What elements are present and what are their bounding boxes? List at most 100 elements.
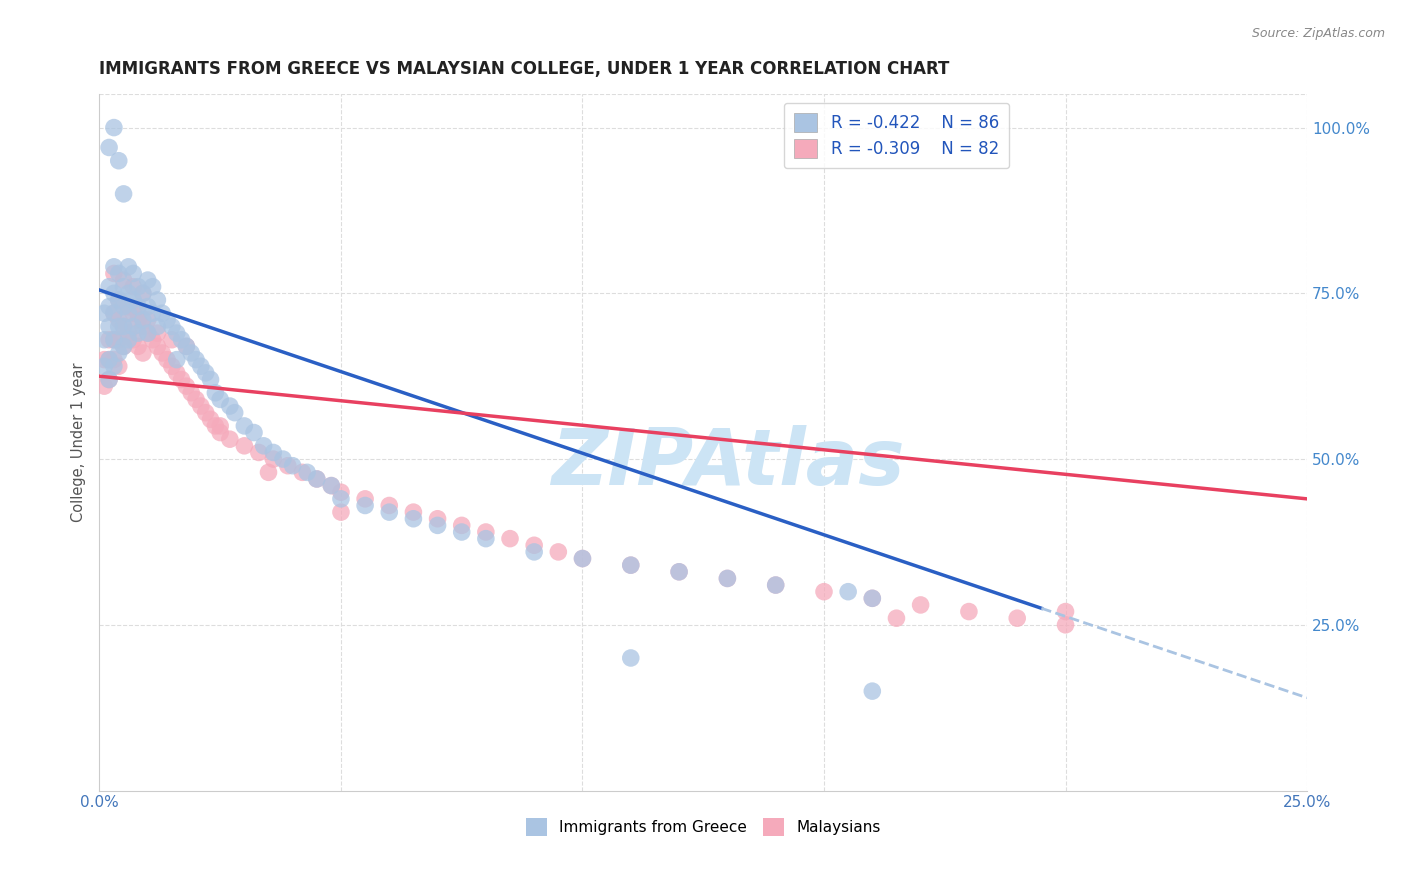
- Point: [571, 551, 593, 566]
- Point: [146, 339, 169, 353]
- Point: [103, 359, 125, 374]
- Point: [132, 346, 155, 360]
- Point: [765, 578, 787, 592]
- Point: [860, 591, 883, 606]
- Point: [93, 306, 115, 320]
- Point: [98, 372, 121, 386]
- Point: [107, 153, 129, 168]
- Point: [103, 352, 125, 367]
- Point: [257, 466, 280, 480]
- Point: [93, 333, 115, 347]
- Point: [330, 485, 353, 500]
- Point: [180, 385, 202, 400]
- Point: [523, 538, 546, 552]
- Point: [103, 333, 125, 347]
- Point: [150, 306, 173, 320]
- Point: [127, 279, 149, 293]
- Point: [330, 505, 353, 519]
- Point: [122, 319, 145, 334]
- Point: [117, 260, 139, 274]
- Point: [271, 452, 294, 467]
- Point: [107, 313, 129, 327]
- Point: [117, 326, 139, 340]
- Point: [117, 300, 139, 314]
- Point: [668, 565, 690, 579]
- Point: [321, 478, 343, 492]
- Point: [253, 439, 276, 453]
- Point: [1054, 617, 1077, 632]
- Point: [170, 372, 193, 386]
- Point: [305, 472, 328, 486]
- Point: [107, 346, 129, 360]
- Point: [103, 260, 125, 274]
- Point: [262, 452, 284, 467]
- Point: [103, 286, 125, 301]
- Point: [98, 279, 121, 293]
- Point: [136, 300, 159, 314]
- Point: [378, 505, 401, 519]
- Point: [166, 352, 188, 367]
- Point: [93, 379, 115, 393]
- Point: [330, 491, 353, 506]
- Point: [450, 524, 472, 539]
- Point: [107, 333, 129, 347]
- Point: [547, 545, 569, 559]
- Point: [98, 140, 121, 154]
- Point: [107, 359, 129, 374]
- Point: [122, 306, 145, 320]
- Point: [107, 293, 129, 307]
- Point: [132, 286, 155, 301]
- Point: [112, 279, 135, 293]
- Point: [277, 458, 299, 473]
- Point: [200, 372, 222, 386]
- Point: [132, 286, 155, 301]
- Point: [142, 333, 165, 347]
- Point: [122, 293, 145, 307]
- Point: [262, 445, 284, 459]
- Point: [184, 352, 207, 367]
- Point: [107, 267, 129, 281]
- Point: [243, 425, 266, 440]
- Point: [103, 267, 125, 281]
- Point: [620, 558, 643, 573]
- Point: [837, 584, 859, 599]
- Point: [571, 551, 593, 566]
- Point: [98, 372, 121, 386]
- Point: [117, 306, 139, 320]
- Point: [93, 352, 115, 367]
- Point: [523, 545, 546, 559]
- Point: [765, 578, 787, 592]
- Text: Source: ZipAtlas.com: Source: ZipAtlas.com: [1251, 27, 1385, 40]
- Point: [321, 478, 343, 492]
- Point: [170, 333, 193, 347]
- Point: [204, 419, 226, 434]
- Point: [93, 359, 115, 374]
- Point: [620, 558, 643, 573]
- Point: [426, 512, 449, 526]
- Point: [620, 651, 643, 665]
- Point: [127, 313, 149, 327]
- Point: [160, 319, 183, 334]
- Y-axis label: College, Under 1 year: College, Under 1 year: [72, 363, 86, 522]
- Point: [103, 306, 125, 320]
- Point: [716, 571, 738, 585]
- Point: [103, 333, 125, 347]
- Point: [204, 385, 226, 400]
- Point: [146, 319, 169, 334]
- Point: [127, 326, 149, 340]
- Point: [957, 605, 980, 619]
- Point: [156, 313, 179, 327]
- Point: [160, 359, 183, 374]
- Point: [200, 412, 222, 426]
- Point: [402, 505, 425, 519]
- Point: [117, 333, 139, 347]
- Point: [233, 439, 256, 453]
- Point: [112, 319, 135, 334]
- Point: [247, 445, 270, 459]
- Point: [98, 319, 121, 334]
- Point: [150, 346, 173, 360]
- Point: [112, 273, 135, 287]
- Point: [117, 300, 139, 314]
- Point: [98, 352, 121, 367]
- Point: [291, 466, 314, 480]
